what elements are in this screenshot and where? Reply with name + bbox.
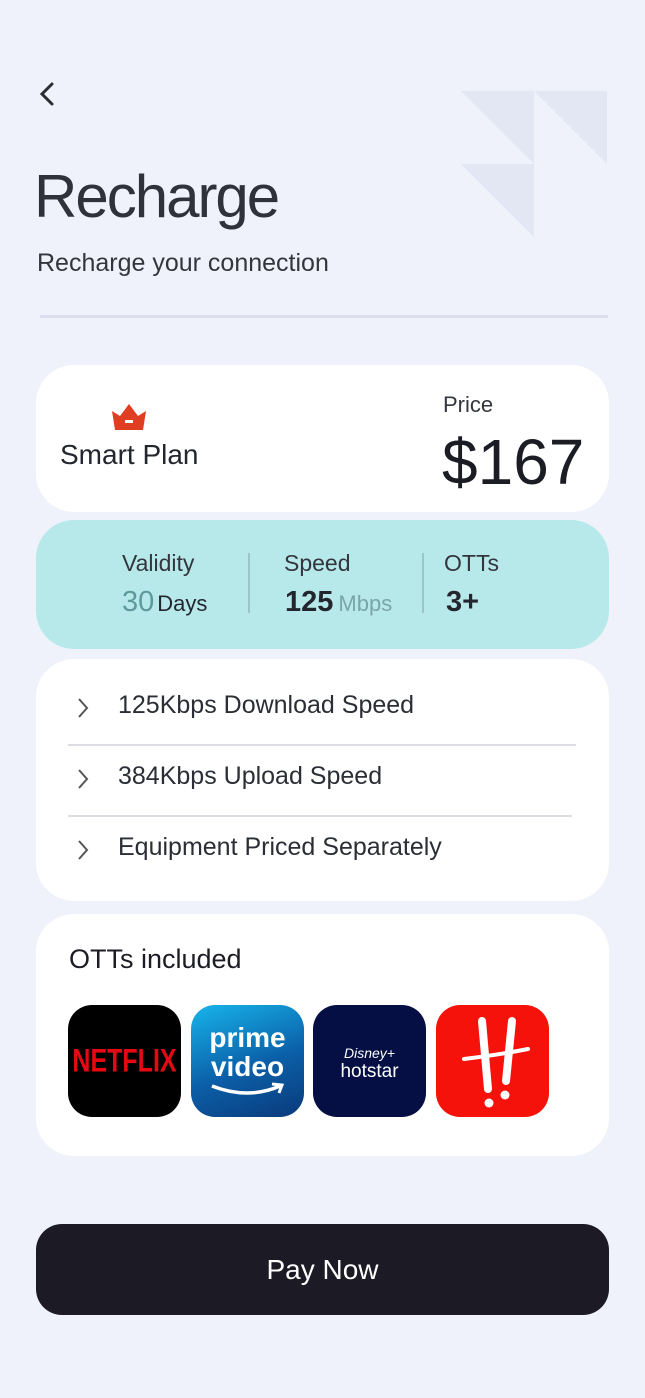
- decorative-triangles: [461, 91, 607, 237]
- hungama-logo[interactable]: [436, 1005, 549, 1117]
- plan-name: Smart Plan: [60, 439, 199, 470]
- netflix-wordmark: NETFLIX: [72, 1042, 177, 1079]
- plan-stats: Validity 30 Days Speed 125 Mbps OTTs 3+: [36, 520, 609, 649]
- separator: [422, 553, 424, 613]
- prime-video-logo[interactable]: prime video: [191, 1005, 304, 1117]
- hotstar-text: hotstar: [340, 1061, 399, 1082]
- back-button[interactable]: [34, 78, 64, 110]
- feature-text: 384Kbps Upload Speed: [118, 762, 383, 790]
- price-label: Price: [443, 392, 494, 417]
- feature-item[interactable]: Equipment Priced Separately: [36, 819, 609, 879]
- feature-item[interactable]: 125Kbps Download Speed: [36, 677, 609, 737]
- hotstar-logo[interactable]: Disney+ hotstar: [313, 1005, 426, 1117]
- divider: [40, 315, 608, 318]
- otts-value: 3+: [446, 586, 480, 618]
- validity-unit: Days: [157, 591, 208, 616]
- chevron-left-icon: [39, 82, 54, 106]
- plan-card: Smart Plan Price $167: [36, 365, 609, 512]
- chevron-right-icon: [78, 840, 89, 860]
- price-value: $167: [442, 426, 585, 498]
- disney-text: Disney+: [344, 1045, 395, 1061]
- speed-value: 125 Mbps: [285, 586, 392, 619]
- feature-item[interactable]: 384Kbps Upload Speed: [36, 748, 609, 808]
- validity-number: 30: [122, 586, 155, 618]
- crown-icon: [112, 404, 146, 430]
- smile-arrow-icon: [210, 1082, 284, 1095]
- divider: [68, 744, 576, 746]
- features-card: 125Kbps Download Speed 384Kbps Upload Sp…: [36, 659, 609, 901]
- divider: [68, 815, 572, 817]
- otts-label: OTTs: [444, 550, 499, 576]
- speed-unit: Mbps: [338, 591, 393, 616]
- netflix-logo[interactable]: NETFLIX: [68, 1005, 181, 1117]
- feature-text: Equipment Priced Separately: [118, 833, 442, 861]
- pay-now-button[interactable]: Pay Now: [36, 1224, 609, 1315]
- hungama-icon: [461, 1017, 530, 1108]
- otts-card: OTTs included NETFLIX prime video Disney…: [36, 914, 609, 1156]
- separator: [248, 553, 250, 613]
- video-text: video: [210, 1051, 285, 1082]
- chevron-right-icon: [78, 698, 89, 718]
- page-subtitle: Recharge your connection: [37, 249, 329, 277]
- feature-text: 125Kbps Download Speed: [118, 691, 415, 719]
- validity-value: 30 Days: [122, 586, 207, 619]
- speed-label: Speed: [284, 550, 351, 576]
- page-title: Recharge: [34, 163, 280, 230]
- otts-title: OTTs included: [69, 944, 242, 974]
- chevron-right-icon: [78, 769, 89, 789]
- validity-label: Validity: [122, 550, 195, 576]
- speed-number: 125: [285, 586, 334, 618]
- prime-text: prime: [209, 1022, 286, 1053]
